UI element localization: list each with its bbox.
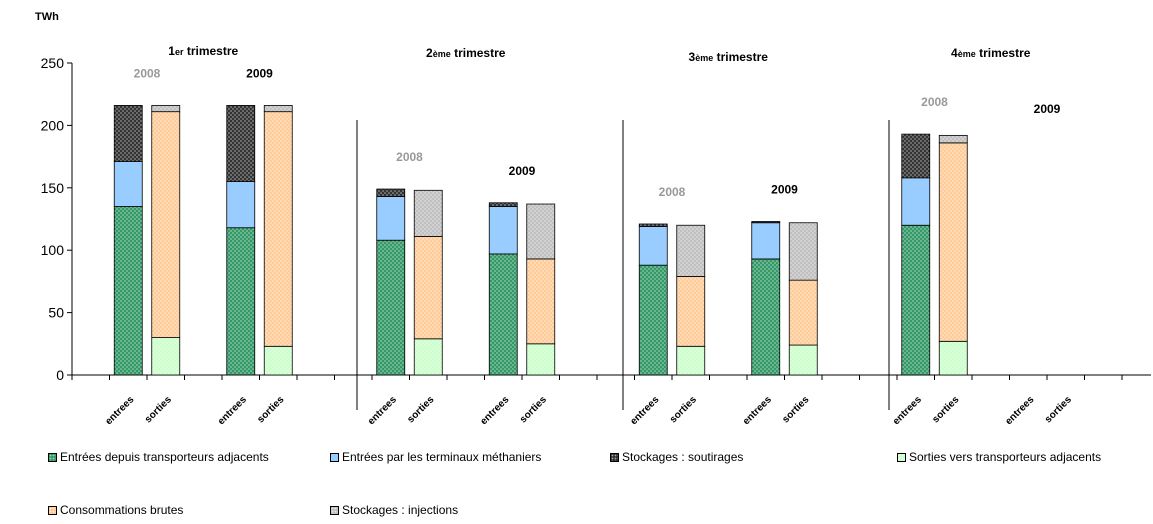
year-label: 2008 [921, 95, 948, 109]
y-tick-label: 50 [48, 305, 64, 321]
bar-segment-sorties [676, 224, 706, 277]
year-label: 2009 [509, 164, 536, 178]
bar-segment-sorties [788, 222, 818, 281]
bar-segment-sorties [938, 142, 968, 342]
bar-segment-sorties [676, 345, 706, 376]
y-tick-label: 200 [41, 117, 65, 133]
bar-label-sorties: sorties [668, 394, 699, 425]
bar-segment-entrees [226, 181, 256, 229]
bar-segment-sorties [526, 343, 556, 376]
bar-segment-entrees [226, 227, 256, 376]
bar-segment-sorties [526, 258, 556, 345]
bar-segment-sorties [788, 344, 818, 376]
bar-segment-entrees [638, 226, 668, 266]
bar-label-sorties: sorties [255, 394, 286, 425]
quarter-title: 4ème trimestre [951, 46, 1031, 60]
y-tick-label: 0 [56, 367, 64, 383]
quarter-title: 1er trimestre [168, 44, 238, 58]
bar-segment-sorties [413, 189, 443, 237]
bar-segment-entrees [376, 188, 406, 197]
bar-segment-sorties [413, 338, 443, 376]
bar-segment-sorties [526, 203, 556, 260]
y-tick-label: 100 [41, 242, 65, 258]
bar-segment-entrees [488, 206, 518, 255]
bar-segment-entrees [488, 253, 518, 376]
bar-segment-entrees [751, 258, 781, 376]
bar-label-sorties: sorties [780, 394, 811, 425]
bar-segment-entrees [113, 206, 143, 376]
bar-label-sorties: sorties [1043, 394, 1074, 425]
bar-segment-entrees [376, 239, 406, 376]
bar-label-entrees: entrees [216, 394, 249, 427]
bar-segment-entrees [751, 221, 781, 224]
bar-label-entrees: entrees [891, 394, 924, 427]
bar-label-entrees: entrees [1003, 394, 1036, 427]
bar-segment-sorties [263, 345, 293, 376]
y-tick-label: 250 [41, 55, 65, 71]
year-label: 2009 [1034, 102, 1061, 116]
quarter-title: 2ème trimestre [426, 46, 506, 60]
year-label: 2008 [134, 66, 161, 80]
bar-segment-sorties [263, 111, 293, 347]
year-label: 2009 [246, 66, 273, 80]
bar-segment-entrees [638, 264, 668, 376]
bar-segment-entrees [901, 177, 931, 226]
quarter-title: 3ème trimestre [689, 50, 769, 64]
bar-segment-entrees [113, 161, 143, 207]
bar-segment-sorties [263, 105, 293, 113]
year-label: 2008 [396, 150, 423, 164]
bar-segment-sorties [151, 111, 181, 338]
bar-segment-entrees [751, 222, 781, 260]
bar-label-entrees: entrees [478, 394, 511, 427]
bar-segment-sorties [788, 279, 818, 346]
bar-segment-sorties [676, 276, 706, 347]
bar-segment-sorties [151, 337, 181, 376]
bar-segment-entrees [901, 133, 931, 179]
bar-label-entrees: entrees [103, 394, 136, 427]
y-axis-unit: TWh [35, 11, 59, 23]
bar-label-sorties: sorties [405, 394, 436, 425]
bar-segment-entrees [226, 105, 256, 182]
bar-segment-sorties [938, 340, 968, 376]
bar-segment-entrees [113, 105, 143, 162]
year-label: 2009 [771, 182, 798, 196]
bar-label-entrees: entrees [741, 394, 774, 427]
bar-label-sorties: sorties [930, 394, 961, 425]
y-tick-label: 150 [41, 180, 65, 196]
bar-segment-entrees [376, 196, 406, 241]
bar-segment-entrees [901, 224, 931, 376]
bar-label-sorties: sorties [143, 394, 174, 425]
bar-segment-sorties [151, 105, 181, 113]
bar-segment-sorties [938, 134, 968, 144]
year-label: 2008 [659, 185, 686, 199]
bar-label-sorties: sorties [518, 394, 549, 425]
bar-label-entrees: entrees [628, 394, 661, 427]
bar-segment-entrees [488, 202, 518, 207]
bar-segment-entrees [638, 223, 668, 227]
bar-segment-sorties [413, 236, 443, 340]
bar-label-entrees: entrees [366, 394, 399, 427]
